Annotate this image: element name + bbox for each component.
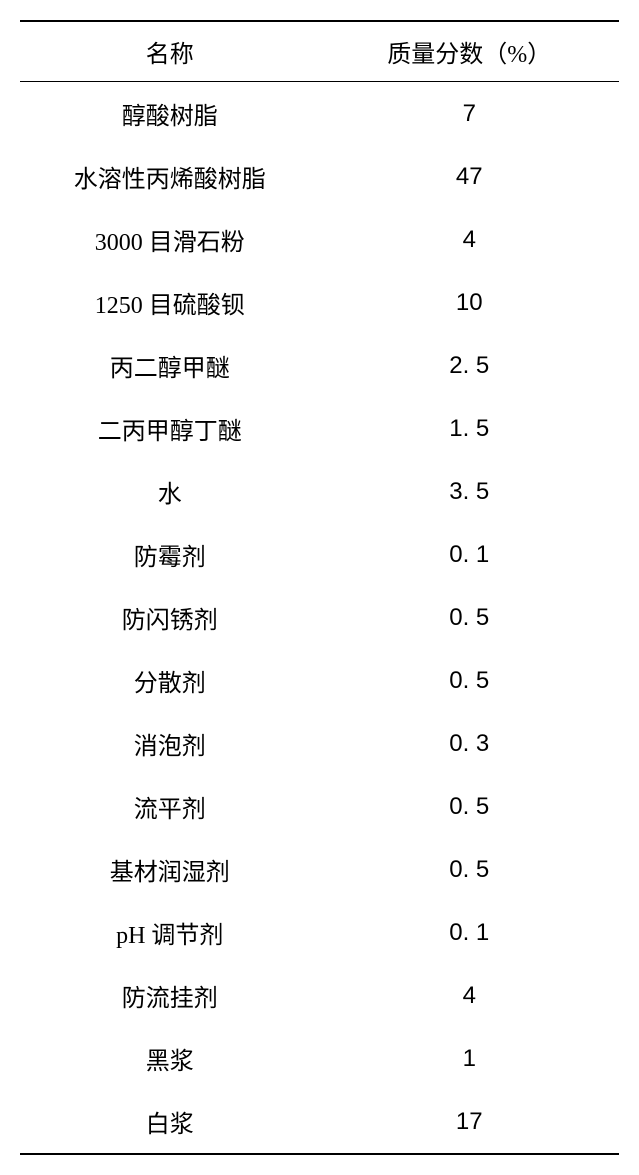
cell-name: 丙二醇甲醚: [20, 334, 320, 397]
column-header-percentage: 质量分数（%）: [320, 21, 620, 82]
table-row: 防霉剂 0. 1: [20, 523, 619, 586]
table-row: 白浆 17: [20, 1090, 619, 1154]
table-header-row: 名称 质量分数（%）: [20, 21, 619, 82]
table-row: 1250 目硫酸钡 10: [20, 271, 619, 334]
table-row: 防闪锈剂 0. 5: [20, 586, 619, 649]
cell-name: pH 调节剂: [20, 901, 320, 964]
cell-value: 0. 1: [320, 901, 620, 964]
table-row: 流平剂 0. 5: [20, 775, 619, 838]
column-header-name: 名称: [20, 21, 320, 82]
data-table-container: 名称 质量分数（%） 醇酸树脂 7 水溶性丙烯酸树脂 47 3000 目滑石粉 …: [20, 20, 619, 1155]
cell-name: 基材润湿剂: [20, 838, 320, 901]
table-row: 防流挂剂 4: [20, 964, 619, 1027]
cell-value: 7: [320, 82, 620, 146]
cell-value: 0. 1: [320, 523, 620, 586]
table-row: 水 3. 5: [20, 460, 619, 523]
cell-value: 0. 5: [320, 775, 620, 838]
cell-name: 流平剂: [20, 775, 320, 838]
table-row: 二丙甲醇丁醚 1. 5: [20, 397, 619, 460]
cell-value: 0. 5: [320, 649, 620, 712]
cell-name: 二丙甲醇丁醚: [20, 397, 320, 460]
table-row: pH 调节剂 0. 1: [20, 901, 619, 964]
cell-value: 2. 5: [320, 334, 620, 397]
cell-name: 防闪锈剂: [20, 586, 320, 649]
cell-value: 4: [320, 964, 620, 1027]
composition-table: 名称 质量分数（%） 醇酸树脂 7 水溶性丙烯酸树脂 47 3000 目滑石粉 …: [20, 20, 619, 1155]
cell-value: 17: [320, 1090, 620, 1154]
cell-name: 1250 目硫酸钡: [20, 271, 320, 334]
cell-value: 0. 3: [320, 712, 620, 775]
cell-name: 分散剂: [20, 649, 320, 712]
table-row: 分散剂 0. 5: [20, 649, 619, 712]
cell-value: 10: [320, 271, 620, 334]
cell-value: 1: [320, 1027, 620, 1090]
cell-name: 防流挂剂: [20, 964, 320, 1027]
cell-value: 0. 5: [320, 838, 620, 901]
cell-name: 水溶性丙烯酸树脂: [20, 145, 320, 208]
cell-name: 水: [20, 460, 320, 523]
cell-name: 白浆: [20, 1090, 320, 1154]
cell-name: 消泡剂: [20, 712, 320, 775]
table-row: 基材润湿剂 0. 5: [20, 838, 619, 901]
cell-name: 3000 目滑石粉: [20, 208, 320, 271]
cell-value: 4: [320, 208, 620, 271]
cell-value: 47: [320, 145, 620, 208]
table-row: 3000 目滑石粉 4: [20, 208, 619, 271]
cell-value: 3. 5: [320, 460, 620, 523]
cell-value: 0. 5: [320, 586, 620, 649]
cell-name: 黑浆: [20, 1027, 320, 1090]
cell-name: 防霉剂: [20, 523, 320, 586]
table-row: 消泡剂 0. 3: [20, 712, 619, 775]
cell-name: 醇酸树脂: [20, 82, 320, 146]
cell-value: 1. 5: [320, 397, 620, 460]
table-row: 醇酸树脂 7: [20, 82, 619, 146]
table-row: 黑浆 1: [20, 1027, 619, 1090]
table-row: 水溶性丙烯酸树脂 47: [20, 145, 619, 208]
table-header: 名称 质量分数（%）: [20, 21, 619, 82]
table-row: 丙二醇甲醚 2. 5: [20, 334, 619, 397]
table-body: 醇酸树脂 7 水溶性丙烯酸树脂 47 3000 目滑石粉 4 1250 目硫酸钡…: [20, 82, 619, 1155]
